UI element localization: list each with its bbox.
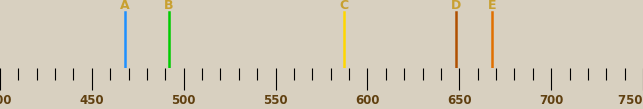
Text: C: C [339, 0, 348, 12]
Text: 500: 500 [172, 94, 196, 107]
Text: 550: 550 [263, 94, 288, 107]
Text: 450: 450 [80, 94, 104, 107]
Text: 700: 700 [539, 94, 563, 107]
Text: 750 nm: 750 nm [619, 94, 643, 107]
Text: B: B [164, 0, 174, 12]
Text: D: D [451, 0, 461, 12]
Text: 400: 400 [0, 94, 12, 107]
Text: A: A [120, 0, 130, 12]
Text: 600: 600 [355, 94, 379, 107]
Text: E: E [488, 0, 496, 12]
Text: 650: 650 [447, 94, 471, 107]
